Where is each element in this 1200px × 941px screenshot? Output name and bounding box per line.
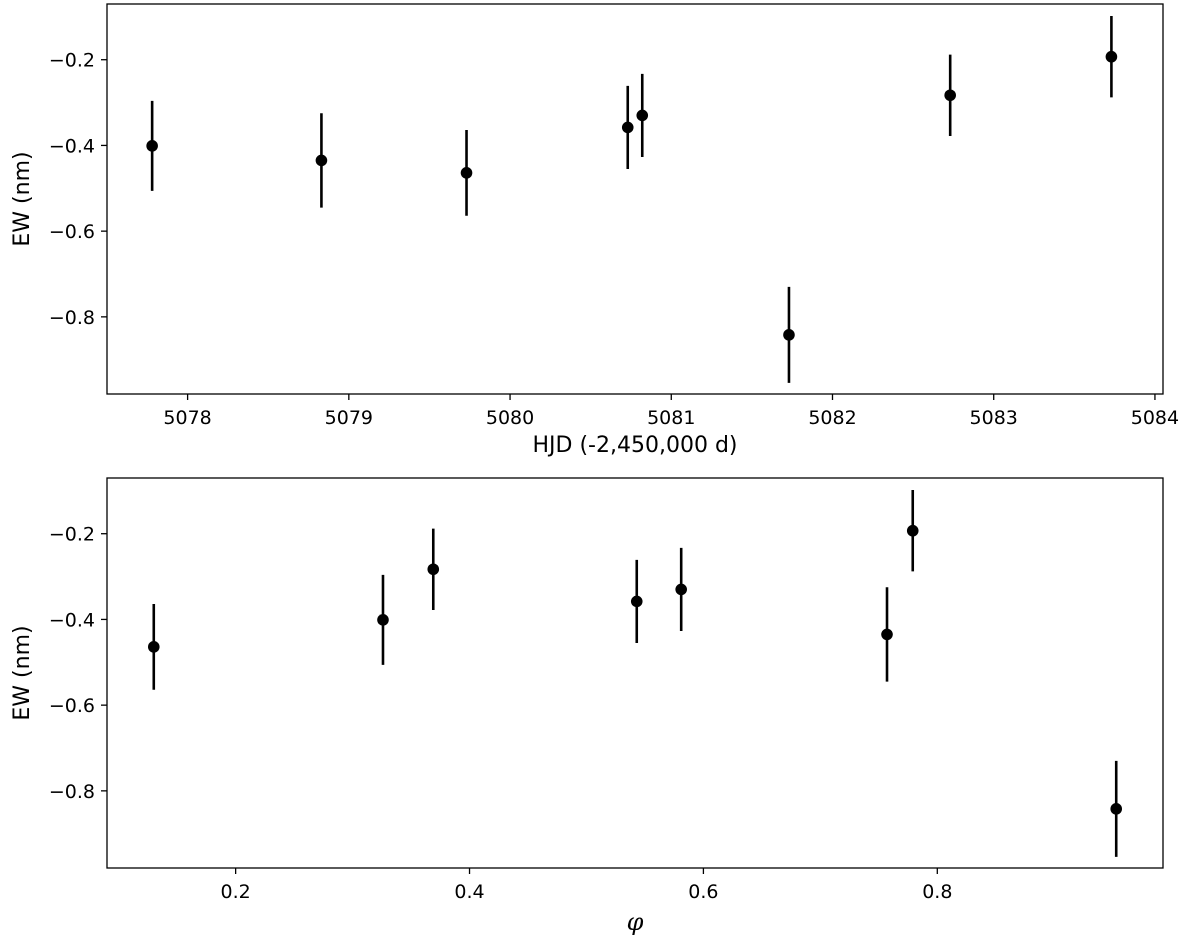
x-tick-label: 5084 xyxy=(1131,407,1179,429)
y-tick-label: −0.6 xyxy=(49,221,95,243)
x-tick-label: 5081 xyxy=(647,407,695,429)
x-axis-label: φ xyxy=(627,908,644,936)
x-tick-label: 0.2 xyxy=(221,881,251,903)
top-panel-hjd: 5078 5079 5080 5081 5082 5083 5084 −0.2 −0.4 −0.6… xyxy=(10,3,1179,458)
bottom-panel-phase: 0.2 0.4 0.6 0.8 −0.2 −0.4 −0.6 −0.8 φ EW (nm) xyxy=(10,477,1164,936)
data-point xyxy=(315,154,328,167)
y-tick-label: −0.4 xyxy=(49,135,95,157)
y-tick-label: −0.8 xyxy=(49,781,95,803)
data-point xyxy=(460,167,473,179)
y-tick-label: −0.2 xyxy=(49,50,95,72)
x-axis-label: HJD (-2,450,000 d) xyxy=(533,433,738,458)
y-tick-label: −0.4 xyxy=(49,609,95,631)
y-tick-label: −0.8 xyxy=(49,307,95,329)
data-point xyxy=(621,121,634,134)
data-point xyxy=(1105,50,1118,63)
x-tick-label: 5080 xyxy=(486,407,534,429)
data-point xyxy=(783,329,795,341)
data-point xyxy=(881,628,893,641)
y-axis-label: EW (nm) xyxy=(10,151,35,246)
data-point xyxy=(1110,803,1123,815)
data-point xyxy=(944,89,956,102)
x-tick-label: 0.6 xyxy=(688,881,718,903)
x-tick-label: 5082 xyxy=(808,407,856,429)
axes-frame xyxy=(106,477,1164,869)
x-tick-label: 5079 xyxy=(325,407,373,429)
data-point xyxy=(146,140,158,152)
data-point xyxy=(427,563,440,576)
data-point xyxy=(377,614,389,626)
data-point xyxy=(675,583,687,596)
x-tick-label: 0.4 xyxy=(454,881,484,903)
x-tick-label: 5078 xyxy=(163,407,211,429)
data-point xyxy=(147,641,160,653)
x-tick-label: 0.8 xyxy=(922,881,952,903)
x-tick-label: 5083 xyxy=(970,407,1018,429)
data-point xyxy=(906,524,919,537)
data-point xyxy=(630,595,643,608)
data-point xyxy=(636,109,649,122)
y-axis-label: EW (nm) xyxy=(10,625,35,720)
axes-frame xyxy=(106,3,1164,395)
y-tick-label: −0.2 xyxy=(49,524,95,546)
y-tick-label: −0.6 xyxy=(49,695,95,717)
